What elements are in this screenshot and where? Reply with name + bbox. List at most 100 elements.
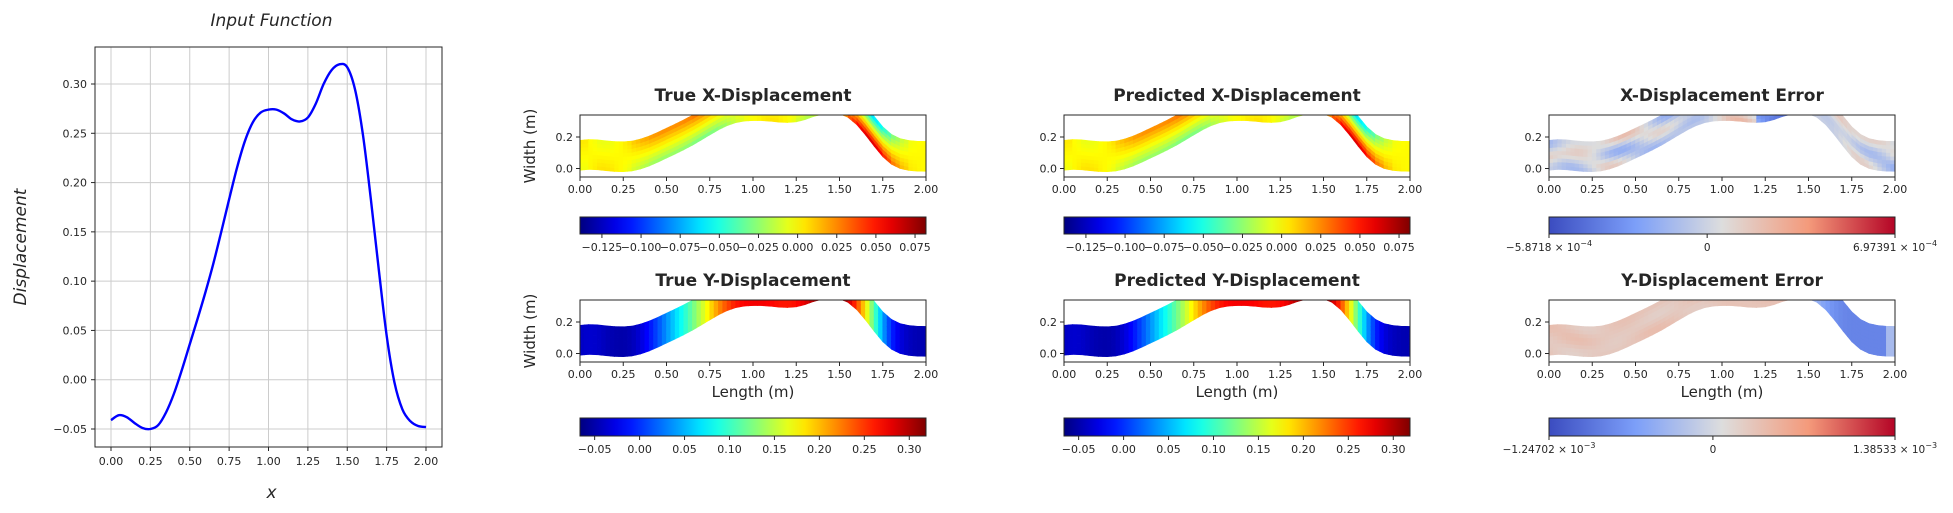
heatmap-cell — [614, 159, 620, 165]
heatmap-cell — [1111, 340, 1117, 346]
heatmap-cell — [921, 348, 926, 353]
x-tick-label: 1.50 — [1796, 368, 1821, 381]
heatmap-cell — [1553, 139, 1558, 144]
heatmap-cell — [800, 115, 806, 118]
heatmap-cell — [904, 139, 910, 145]
heatmap-cell — [857, 280, 861, 289]
heatmap-cell — [1106, 144, 1112, 150]
heatmap-cell — [801, 108, 805, 113]
heatmap-cell — [1735, 110, 1739, 114]
heatmap-cell — [1207, 292, 1211, 298]
heatmap-cell — [705, 300, 711, 305]
heatmap-cell — [1695, 115, 1701, 119]
heatmap-cell — [622, 148, 628, 154]
heatmap-cell — [1838, 300, 1840, 301]
heatmap-cell — [1111, 344, 1117, 350]
heatmap-cell — [1350, 300, 1355, 304]
heatmap-cell — [852, 280, 856, 287]
colorbar-gradient — [579, 417, 927, 437]
heatmap-cell — [852, 91, 856, 98]
heatmap-cell — [1293, 105, 1297, 110]
heatmap-cell — [1271, 300, 1277, 305]
colorbar-tick-label: 0.050 — [1344, 241, 1376, 254]
heatmap-cell — [1284, 115, 1290, 118]
heatmap-cell — [1890, 159, 1895, 165]
heatmap-cell — [1583, 152, 1589, 157]
heatmap-cell — [778, 300, 784, 301]
heatmap-cell — [1587, 152, 1593, 157]
heatmap-cell — [1591, 141, 1597, 146]
heatmap-cell — [1081, 324, 1086, 330]
heatmap-cell — [1306, 295, 1310, 299]
heatmap-cell — [1591, 144, 1597, 150]
heatmap-cell — [1877, 140, 1883, 145]
heatmap-cell — [1739, 291, 1743, 295]
heatmap-cell — [584, 139, 589, 144]
heatmap-cell — [1119, 138, 1125, 145]
heatmap-cell — [1734, 300, 1740, 303]
x-tick-label: 2.00 — [1398, 183, 1423, 196]
colorbar-tick-label: 0 — [1704, 242, 1711, 254]
y-tick-label: 0.10 — [63, 275, 88, 288]
heatmap-cell — [1228, 106, 1232, 110]
heatmap-cell — [783, 107, 787, 111]
heatmap-cell — [614, 152, 620, 157]
heatmap-cell — [1830, 289, 1834, 298]
heatmap-cell — [627, 155, 633, 161]
heatmap-cell — [1401, 329, 1406, 335]
x-tick-label: 1.25 — [296, 455, 321, 468]
x-tick-label: 0.75 — [1182, 183, 1207, 196]
heatmap-cell — [1266, 115, 1272, 116]
heatmap-cell — [783, 292, 787, 296]
heatmap-cell — [827, 295, 831, 299]
heatmap-cell — [1557, 165, 1563, 170]
heatmap-cell — [1072, 165, 1078, 170]
heatmap-cell — [1747, 115, 1749, 116]
heatmap-cell — [1886, 159, 1891, 165]
heatmap-cell — [1600, 139, 1606, 146]
heatmap-cell — [705, 115, 711, 120]
heatmap-cell — [1817, 106, 1821, 113]
heatmap-cell — [1890, 352, 1895, 357]
x-tick-label: 0.50 — [1623, 368, 1648, 381]
heatmap-cell — [1072, 327, 1078, 333]
heatmap-cell — [857, 284, 861, 293]
heatmap-cell — [1561, 146, 1567, 152]
heatmap-cell — [1561, 324, 1567, 329]
heatmap-cell — [908, 325, 914, 330]
heatmap-cell — [1760, 302, 1766, 308]
heatmap-cell — [1591, 352, 1597, 357]
heatmap-cell — [1596, 336, 1602, 342]
heatmap-cell — [1705, 292, 1709, 297]
heatmap-cell — [921, 152, 926, 157]
heatmap-cell — [1306, 291, 1310, 295]
colorbar: −0.05 0.00 0.05 0.10 0.15 0.20 0.25 0.30 — [578, 417, 927, 456]
heatmap-cell — [860, 115, 862, 116]
colorbar-tick-label: 0.10 — [717, 443, 742, 456]
heatmap-cell — [1250, 106, 1254, 110]
heatmap-cell — [857, 300, 862, 305]
heatmap-cell — [1180, 300, 1186, 306]
heatmap-cell — [1302, 107, 1306, 112]
heatmap-cell — [770, 110, 774, 114]
heatmap-cell — [1337, 300, 1342, 303]
heatmap-cell — [1272, 292, 1276, 296]
heatmap-cell — [713, 300, 719, 307]
heatmap-cell — [822, 291, 826, 295]
heatmap-cell — [849, 300, 853, 303]
heatmap-cell — [1085, 324, 1091, 330]
heatmap-cell — [1289, 292, 1293, 297]
heatmap-cell — [1098, 330, 1104, 335]
heatmap-cell — [1102, 148, 1108, 154]
heatmap-cell — [1791, 295, 1795, 299]
heatmap-cell — [1262, 115, 1268, 119]
colorbar-tick-label: 0.000 — [1266, 241, 1298, 254]
heatmap-cell — [1570, 139, 1576, 145]
heatmap-cell — [635, 138, 641, 145]
heatmap-cell — [1111, 351, 1117, 357]
heatmap-cell — [1202, 300, 1208, 305]
heatmap-cell — [1826, 115, 1831, 120]
heatmap-cell — [1076, 161, 1082, 167]
heatmap-cell — [779, 107, 783, 111]
heatmap-cell — [1700, 108, 1704, 113]
